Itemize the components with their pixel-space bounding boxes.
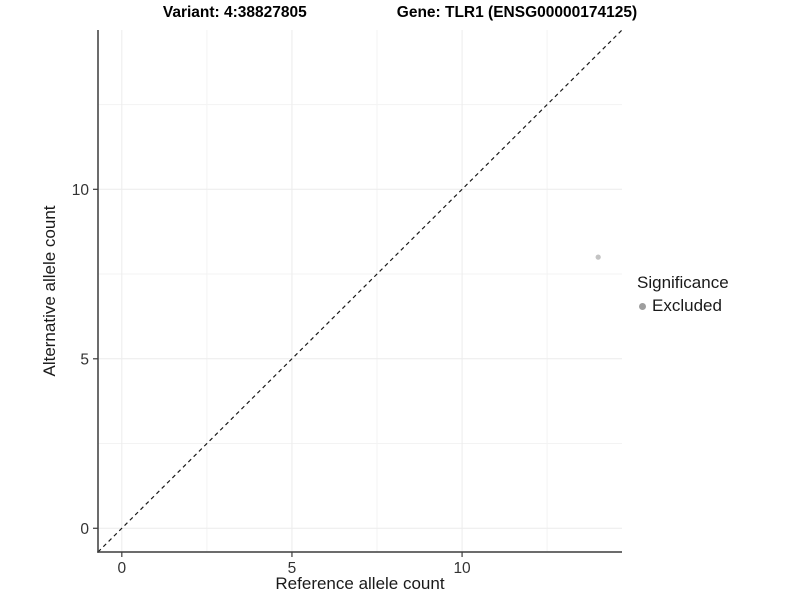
legend-point-swatch [639, 302, 646, 310]
y-tick-label: 0 [80, 521, 89, 538]
plot-title-gene: Gene: TLR1 (ENSG00000174125) [396, 4, 638, 21]
x-axis-title: Reference allele count [275, 574, 445, 593]
x-tick-label: 5 [288, 560, 297, 577]
x-tick-label: 10 [453, 560, 471, 577]
legend-title: Significance [637, 273, 729, 292]
identity-line [97, 29, 623, 553]
y-tick-label: 5 [80, 351, 89, 368]
legend-item-label: Excluded [652, 296, 722, 315]
plot-title: Variant: 4:38827805 Gene: TLR1 (ENSG0000… [0, 4, 800, 22]
x-tick-label: 0 [118, 560, 127, 577]
plot-title-variant: Variant: 4:38827805 [162, 4, 307, 21]
y-tick-label: 10 [72, 182, 90, 199]
legend-item-excluded: Excluded [637, 296, 729, 316]
data-point [595, 254, 601, 260]
legend: Significance Excluded [637, 273, 729, 316]
